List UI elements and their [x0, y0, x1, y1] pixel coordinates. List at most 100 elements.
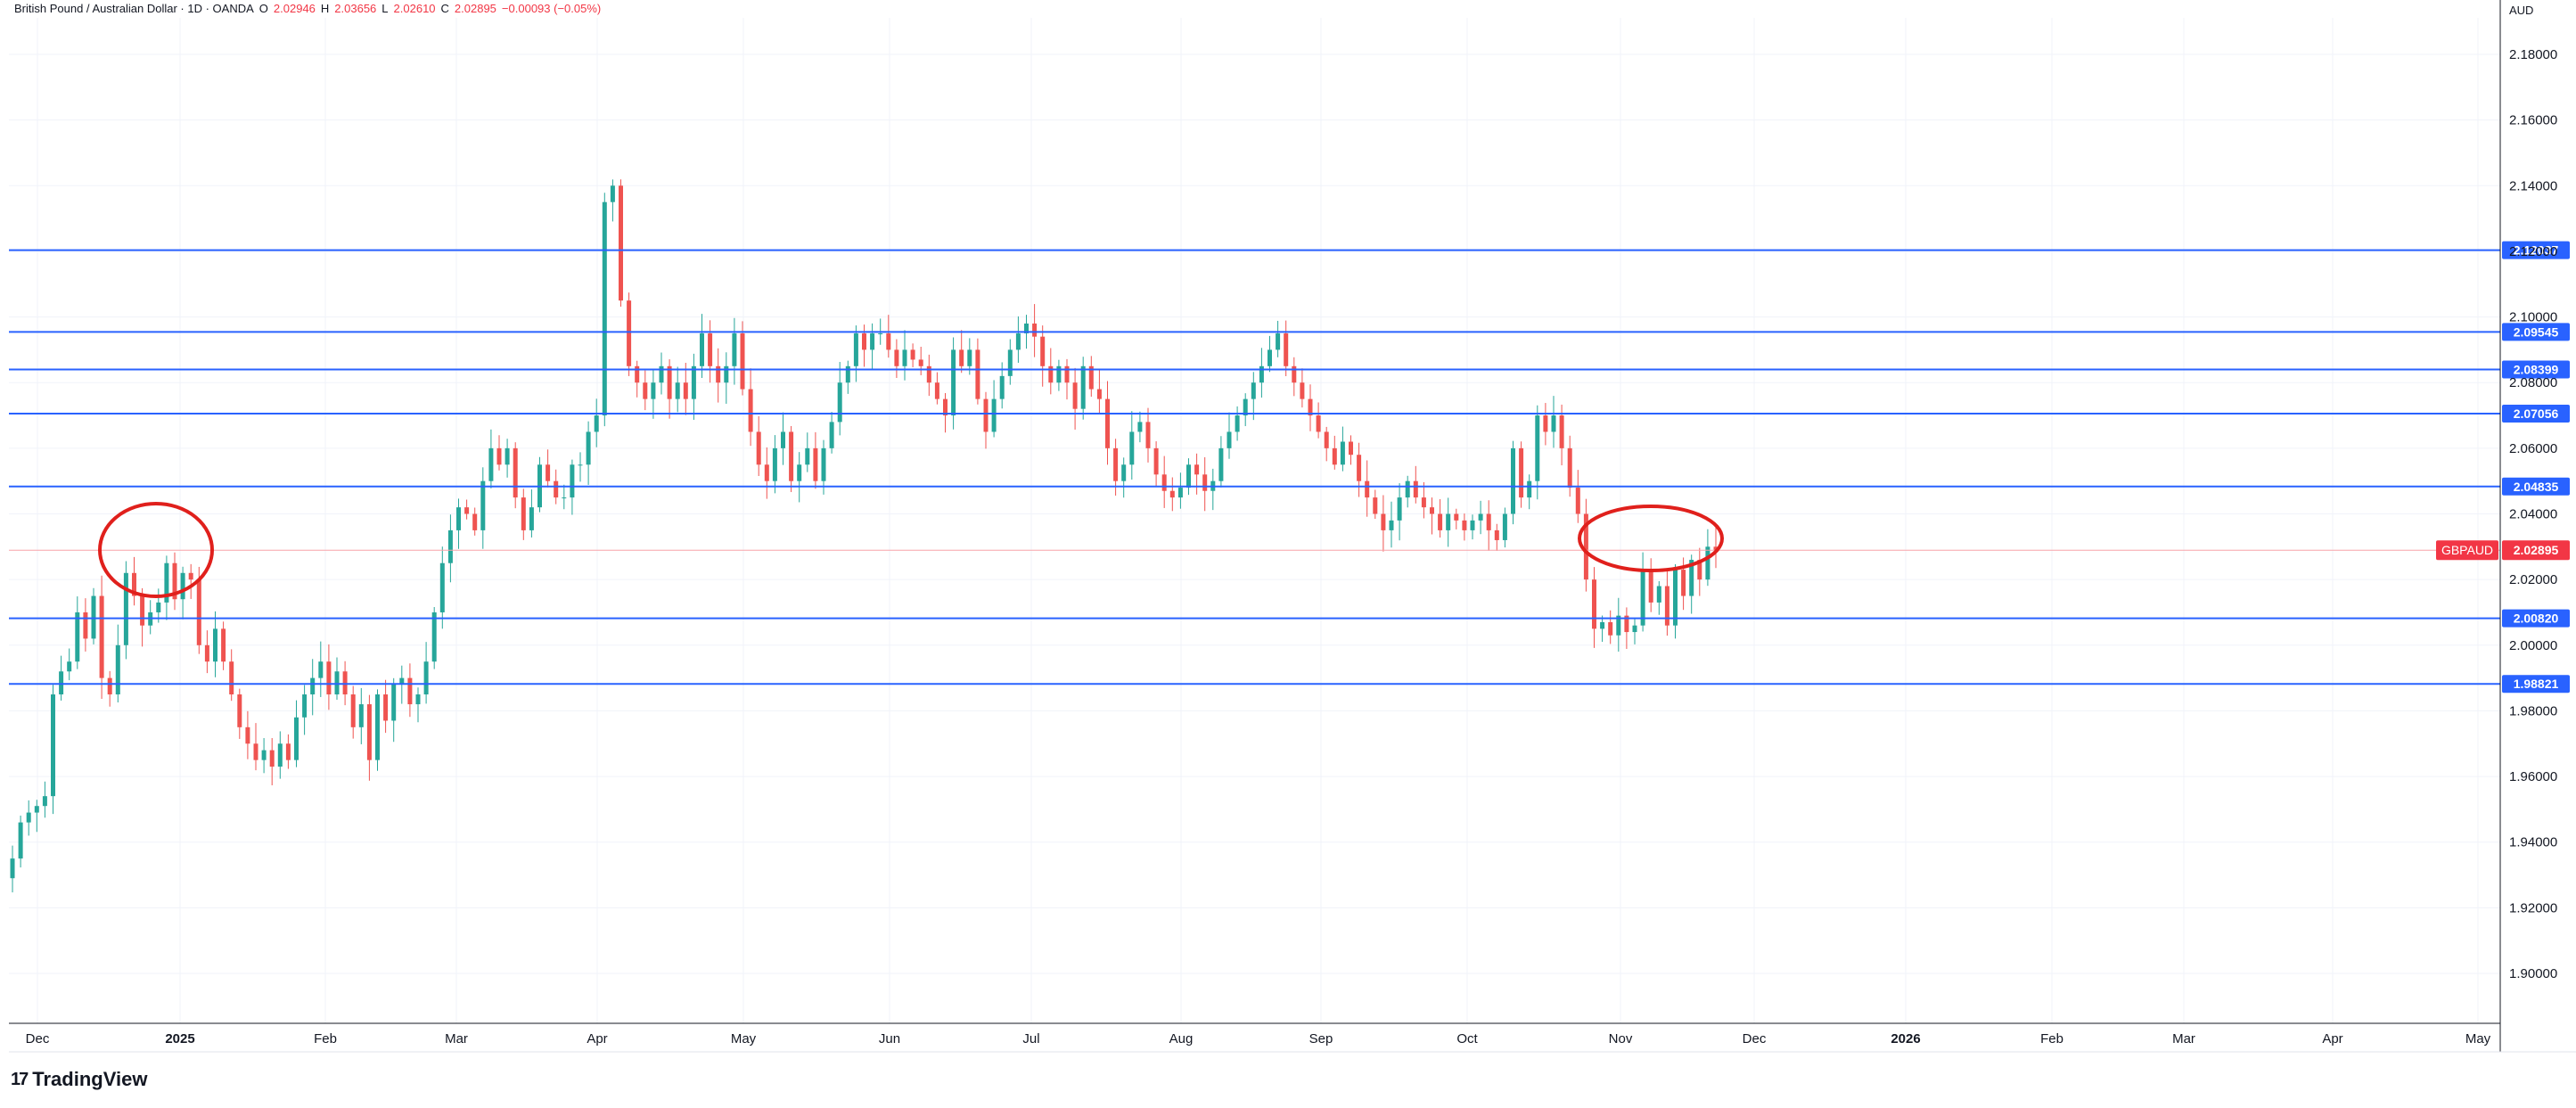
candle [797, 452, 802, 503]
candle [1567, 435, 1572, 497]
candle [350, 685, 356, 739]
candle [1673, 564, 1678, 639]
candle-body [781, 431, 785, 448]
candle-body [1024, 323, 1029, 333]
candle-body [302, 694, 308, 718]
tradingview-logo[interactable]: 17 TradingView [11, 1068, 147, 1091]
x-tick-label: 2025 [165, 1031, 194, 1046]
candle-body [1202, 474, 1208, 491]
level-price-tag [2502, 609, 2570, 628]
candle [1600, 615, 1605, 643]
candle-body [107, 677, 112, 695]
candle-body [164, 562, 169, 603]
candle [366, 694, 372, 781]
candle-body [366, 704, 372, 760]
candle-body [1502, 513, 1507, 540]
candle [1186, 458, 1191, 496]
candle [1430, 497, 1434, 535]
candle [651, 368, 656, 419]
candle-body [853, 332, 858, 366]
candle [123, 561, 128, 660]
candle [813, 431, 818, 489]
candle [1462, 513, 1467, 541]
candle [627, 292, 632, 376]
candle-body [115, 644, 120, 695]
candle-body [724, 365, 729, 383]
candle [562, 484, 567, 510]
open-label: O [258, 2, 268, 15]
candle-body [1032, 323, 1038, 337]
candle [1713, 526, 1719, 569]
candle [521, 488, 526, 540]
candle-body [1300, 382, 1305, 399]
x-tick-label: 2026 [1891, 1031, 1920, 1046]
x-tick-label: Feb [314, 1031, 337, 1046]
level-price-tag [2502, 675, 2570, 694]
candle [334, 657, 340, 700]
symbol-title[interactable]: British Pound / Australian Dollar · 1D ·… [14, 2, 254, 15]
candle-body [1430, 507, 1434, 514]
candle-body [1169, 490, 1175, 498]
candle [546, 449, 551, 488]
candle-body [983, 398, 989, 432]
candle-body [1551, 415, 1556, 432]
x-tick-label: Oct [1456, 1031, 1478, 1046]
candle-body [18, 822, 23, 859]
y-tick-label: 1.96000 [2509, 769, 2557, 784]
candle-body [708, 332, 713, 366]
candle-body [1096, 389, 1102, 399]
candle [959, 330, 964, 373]
candle [829, 412, 834, 454]
candle [1202, 456, 1208, 512]
candle-body [619, 185, 623, 301]
candle [991, 380, 997, 438]
candle [708, 320, 713, 383]
candle-body [480, 480, 486, 530]
candle-body [464, 507, 470, 514]
candle [180, 566, 185, 620]
candle-body [691, 365, 696, 399]
candle [1210, 468, 1216, 511]
candle [1048, 348, 1054, 395]
candle-body [1600, 622, 1605, 629]
candle [505, 439, 510, 478]
candle [1137, 411, 1143, 443]
candle [229, 649, 234, 702]
candle [237, 688, 242, 739]
candle-body [10, 858, 15, 879]
candle [1007, 339, 1013, 385]
candle-body [1007, 349, 1013, 376]
candle-body [59, 671, 64, 695]
candle [1446, 497, 1451, 547]
candle-body [1088, 365, 1094, 390]
candle-body [1381, 513, 1386, 530]
candle-body [975, 349, 980, 399]
candle-body [716, 365, 721, 383]
candle [1454, 508, 1459, 529]
candle [537, 456, 542, 513]
candle-body [237, 694, 242, 727]
candle-body [1608, 622, 1613, 636]
candle [213, 611, 217, 677]
candle [318, 641, 324, 697]
candle-body [1113, 447, 1119, 481]
candle [870, 323, 875, 370]
candle [975, 338, 980, 405]
candle [853, 325, 858, 382]
candle [683, 363, 688, 415]
candle [1616, 597, 1621, 652]
candle-body [1251, 382, 1256, 399]
candle-body [1226, 431, 1232, 448]
candle-body [1218, 447, 1224, 481]
candle [488, 429, 494, 488]
open-value: 2.02946 [273, 2, 316, 15]
candle [1032, 304, 1038, 357]
candle-body [1494, 529, 1499, 540]
candle-body [635, 365, 640, 383]
candle [1551, 396, 1556, 448]
candle [204, 630, 209, 674]
candle-body [1640, 570, 1645, 626]
candle [886, 315, 891, 358]
candle [1648, 558, 1653, 612]
